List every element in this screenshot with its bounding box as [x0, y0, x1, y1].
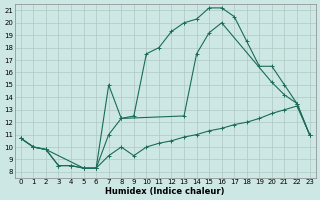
X-axis label: Humidex (Indice chaleur): Humidex (Indice chaleur)	[106, 187, 225, 196]
